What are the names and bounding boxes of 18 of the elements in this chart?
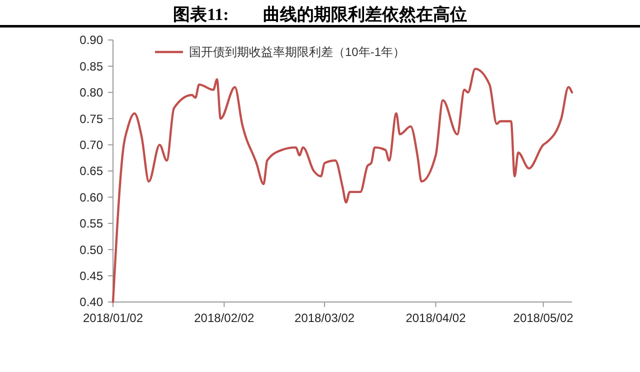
x-tick-label: 2018/04/02 (406, 311, 466, 325)
y-tick-label: 0.85 (80, 59, 104, 74)
y-tick-label: 0.90 (80, 33, 104, 48)
y-tick-label: 0.55 (80, 216, 104, 231)
y-tick-label: 0.50 (80, 242, 104, 257)
y-tick-label: 0.60 (80, 190, 104, 204)
y-tick-label: 0.65 (80, 164, 104, 178)
y-tick-label: 0.40 (80, 295, 104, 310)
chart-title: 图表11: 曲线的期限利差依然在高位 (173, 5, 467, 24)
legend-label: 国开债到期收益率期限利差（10年-1年） (189, 45, 406, 60)
y-tick-label: 0.80 (80, 86, 104, 100)
x-tick-label: 2018/01/02 (82, 311, 144, 325)
y-tick-label: 0.75 (80, 112, 104, 126)
y-tick-label: 0.45 (80, 269, 104, 283)
x-tick-label: 2018/05/02 (513, 311, 574, 325)
x-tick-label: 2018/03/02 (294, 311, 355, 325)
y-tick-label: 0.70 (80, 138, 104, 152)
x-tick-label: 2018/02/02 (194, 311, 255, 325)
